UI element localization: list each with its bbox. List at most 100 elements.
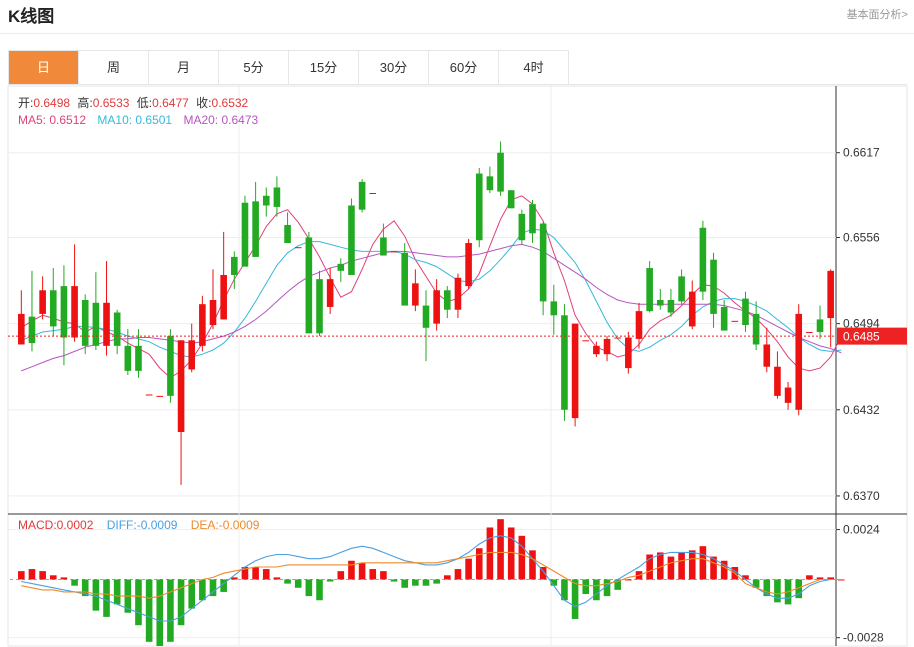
diff-line (21, 535, 842, 622)
tab-week[interactable]: 周 (79, 51, 149, 85)
macd-histogram-bar (742, 575, 749, 580)
candle-body (603, 338, 611, 355)
candle-body (92, 302, 100, 346)
candle-body (593, 345, 600, 355)
candle-body (358, 181, 366, 210)
candle-body (145, 394, 153, 396)
macd-histogram-bar (390, 579, 398, 582)
macd-histogram-bar (603, 579, 611, 597)
macd-histogram-bar (497, 519, 504, 580)
candle-body (156, 395, 164, 397)
macd-histogram-bar (294, 579, 302, 588)
candle-body (507, 190, 515, 209)
macd-histogram-bar (656, 552, 664, 580)
macd-histogram-bar (763, 579, 771, 597)
macd-histogram-bar (412, 579, 419, 586)
price-tick-label: 0.6617 (843, 146, 880, 160)
header-divider (0, 33, 914, 34)
last-price-badge (837, 327, 907, 345)
candle-body (635, 311, 643, 339)
tab-day[interactable]: 日 (9, 51, 79, 85)
candle-body (231, 256, 238, 275)
candle-body (18, 313, 25, 345)
period-tabs: 日 周 月 5分 15分 30分 60分 4时 (8, 50, 569, 85)
macd-histogram-bar (231, 577, 238, 580)
macd-histogram-bar (507, 527, 515, 580)
macd-histogram-bar (827, 577, 834, 580)
candle-body (135, 345, 142, 371)
macd-histogram-bar (220, 579, 227, 592)
ma10-line (21, 228, 842, 358)
candle-body (113, 312, 121, 346)
tab-30min[interactable]: 30分 (359, 51, 429, 85)
macd-histogram-bar (539, 566, 547, 580)
candle-body (390, 251, 398, 253)
candle-body (763, 344, 771, 367)
candle-body (486, 176, 494, 191)
candle-body (443, 290, 451, 310)
macd-histogram-bar (199, 579, 206, 601)
tab-month[interactable]: 月 (149, 51, 219, 85)
macd-histogram-bar (720, 560, 728, 580)
macd-histogram-bar (475, 548, 483, 580)
tab-5min[interactable]: 5分 (219, 51, 289, 85)
macd-histogram-bar (795, 579, 803, 599)
macd-histogram-bar (81, 579, 89, 597)
candle-body (305, 237, 313, 334)
macd-histogram-bar (348, 560, 355, 580)
candle-body (262, 195, 270, 206)
candle-body (550, 301, 558, 316)
macd-histogram-bar (571, 579, 579, 619)
macd-histogram-bar (369, 569, 377, 580)
macd-histogram-bar (667, 556, 675, 580)
candle-body (688, 291, 696, 327)
macd-histogram-bar (71, 579, 78, 586)
candle-body (656, 300, 664, 306)
candle-body (71, 286, 78, 338)
macd-histogram-bar (710, 556, 717, 580)
macd-histogram-bar (262, 569, 270, 580)
candle-body (124, 345, 132, 371)
macd-histogram-bar (454, 569, 462, 580)
candle-body (103, 302, 110, 346)
macd-histogram-bar (561, 579, 568, 601)
candle-body (422, 305, 430, 328)
candle-body (784, 387, 792, 403)
macd-histogram-bar (422, 579, 430, 586)
macd-histogram-bar (465, 558, 472, 580)
candle-body (294, 247, 302, 249)
fundamental-analysis-link[interactable]: 基本面分析> (846, 9, 908, 21)
ma5-line (21, 195, 842, 379)
price-tick-label: 0.6494 (843, 317, 880, 331)
ma20-line (21, 243, 842, 372)
candle-body (167, 336, 174, 396)
macd-histogram-bar (49, 575, 57, 580)
candle-body (28, 316, 36, 344)
macd-histogram-bar (358, 562, 366, 580)
macd-histogram-bar (167, 579, 174, 642)
macd-histogram-bar (316, 579, 323, 601)
candle-body (316, 279, 323, 334)
macd-histogram-bar (838, 579, 845, 581)
price-ticks: 0.6617 0.6556 0.6494 0.6432 0.6370 0.0024 -0.0… (836, 146, 884, 645)
candle-body (795, 313, 803, 410)
ohlc-readout: 开:0.6498 高:0.6533 低:0.6477 收:0.6532 (18, 95, 249, 110)
macd-histogram-bar (273, 577, 281, 580)
macd-histogram-bar (60, 577, 68, 580)
macd-histogram-bar (305, 579, 313, 597)
candle-body (177, 340, 185, 433)
macd-histogram-bar (529, 550, 536, 580)
price-tick-label: 0.6370 (843, 489, 880, 503)
macd-histogram-bar (582, 579, 590, 595)
tab-60min[interactable]: 60分 (429, 51, 499, 85)
tab-15min[interactable]: 15分 (289, 51, 359, 85)
candle-body (571, 323, 579, 419)
macd-histogram-bar (380, 571, 387, 580)
candle-body (667, 300, 675, 313)
moving-average-lines (21, 195, 842, 379)
tab-4h[interactable]: 4时 (499, 51, 569, 85)
macd-histogram-bar (401, 579, 409, 588)
candle-body (454, 277, 462, 310)
candle-body (625, 337, 632, 369)
